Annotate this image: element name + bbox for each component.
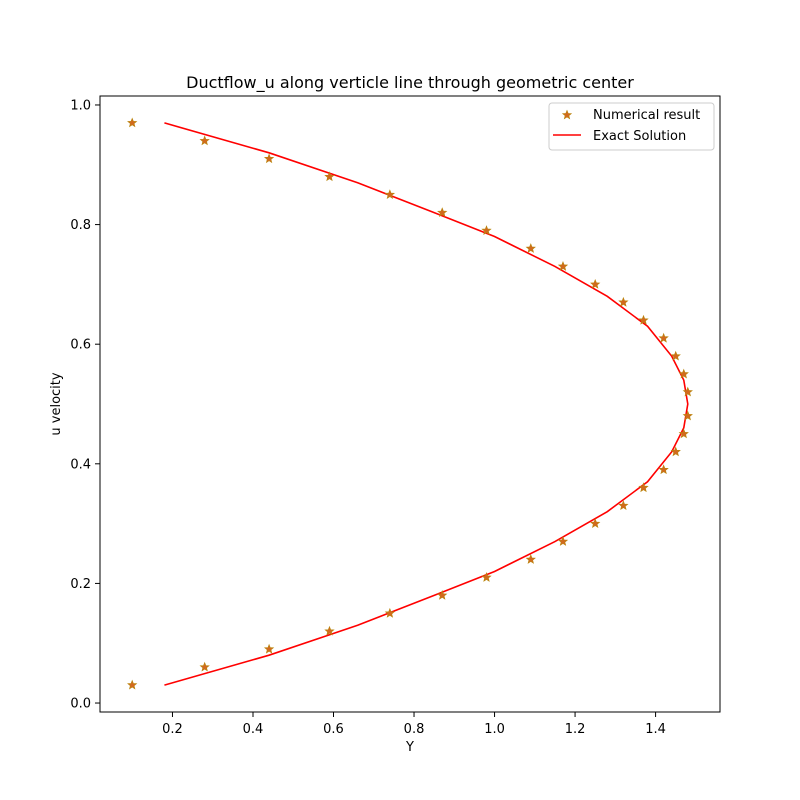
numerical-point [670,350,681,361]
x-tick-label: 0.8 [404,722,425,737]
numerical-point [199,661,210,672]
numerical-point [481,572,492,582]
numerical-point [199,135,210,146]
y-tick-label: 0.4 [70,457,91,472]
numerical-point [324,625,335,636]
x-axis-label: Y [405,740,414,755]
y-tick-label: 0.8 [70,218,91,233]
numerical-point [525,554,536,564]
numerical-point [618,500,629,511]
x-tick-label: 1.2 [565,722,586,737]
y-tick-label: 1.0 [70,98,91,113]
y-axis-label: u velocity [49,372,64,435]
x-axis: 0.2 0.4 0.6 0.8 1.0 1.2 1.4 [162,712,666,737]
chart-title: Ductflow_u along verticle line through g… [186,73,634,93]
y-tick-label: 0.0 [70,697,91,712]
numerical-point [682,410,693,421]
numerical-point [638,482,649,493]
numerical-point [263,643,275,654]
x-tick-label: 1.4 [645,722,666,737]
x-tick-label: 0.4 [243,722,264,737]
numerical-point [682,386,693,397]
numerical-point [557,536,569,546]
numerical-point [557,261,569,271]
numerical-point [670,446,681,457]
numerical-point [437,589,448,600]
x-tick-label: 0.6 [323,722,344,737]
numerical-point [481,225,492,235]
numerical-point [384,607,396,618]
numerical-point [658,332,669,343]
numerical-point [678,428,689,439]
numerical-point [658,464,669,475]
numerical-point [590,518,601,528]
plot-frame [99,95,721,713]
legend-label-exact: Exact Solution [593,129,686,144]
y-tick-label: 0.6 [70,338,91,353]
legend-label-numerical: Numerical result [593,108,700,123]
numerical-point [127,117,138,128]
numerical-point [384,189,396,200]
legend-box [548,102,715,151]
numerical-point [525,243,536,253]
y-axis: 0.0 0.2 0.4 0.6 0.8 1.0 [70,98,100,712]
legend: Numerical result Exact Solution [548,102,715,151]
numerical-point [678,368,689,379]
numerical-point [638,314,649,325]
series-line-exact-solution [164,122,689,686]
numerical-point [324,171,335,182]
y-tick-label: 0.2 [70,577,91,592]
numerical-point [437,207,448,218]
numerical-point [127,679,138,690]
legend-star-marker [561,109,573,120]
x-tick-label: 1.0 [484,722,505,737]
x-tick-label: 0.2 [162,722,183,737]
numerical-point [590,278,601,289]
plot-area [127,117,693,690]
numerical-point [618,296,629,307]
numerical-point [263,153,275,164]
